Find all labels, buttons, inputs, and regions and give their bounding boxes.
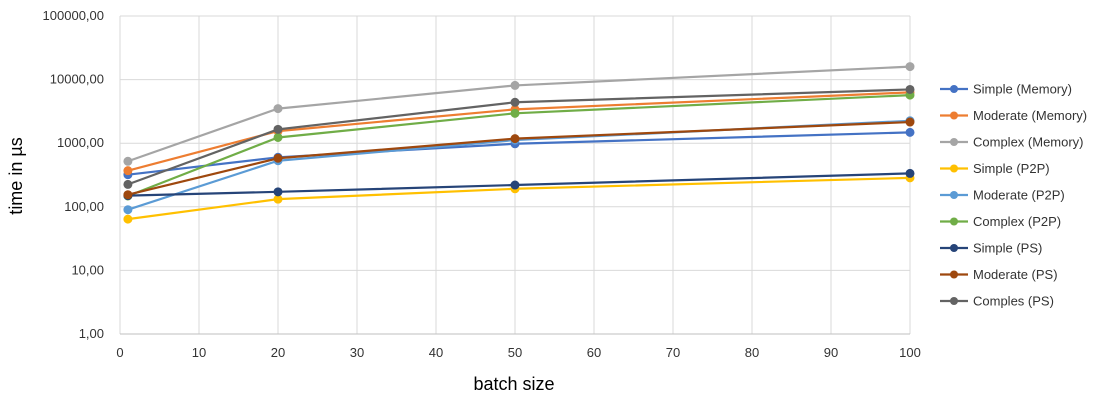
y-tick-label: 100,00 xyxy=(64,199,104,214)
data-point xyxy=(905,168,915,178)
series-line xyxy=(127,172,911,197)
data-point xyxy=(123,166,133,176)
x-tick-label: 50 xyxy=(508,345,522,360)
x-tick-label: 60 xyxy=(587,345,601,360)
legend-swatch-marker xyxy=(950,85,958,93)
legend-label: Simple (Memory) xyxy=(973,82,1072,97)
series-6 xyxy=(123,168,915,201)
y-axis-title: time in µs xyxy=(6,137,26,214)
grid xyxy=(119,15,911,335)
series-4 xyxy=(123,116,915,215)
data-point xyxy=(905,127,915,137)
legend: Simple (Memory) Moderate (Memory) Complex … xyxy=(940,82,1087,309)
data-point xyxy=(273,132,283,142)
legend-label: Moderate (Memory) xyxy=(973,108,1087,123)
data-point xyxy=(510,80,520,90)
data-point xyxy=(905,117,915,127)
series-layer xyxy=(123,62,915,224)
legend-item: Moderate (Memory) xyxy=(940,108,1087,123)
data-point xyxy=(510,97,520,107)
series-3 xyxy=(123,173,915,224)
data-point xyxy=(510,108,520,118)
x-tick-label: 100 xyxy=(899,345,921,360)
axes: 0 10 20 30 40 50 60 70 80 90 100 1,00 10,00 100,00 100… xyxy=(43,8,921,360)
data-point xyxy=(123,156,133,166)
y-tick-label: 10,00 xyxy=(71,262,104,277)
series-line xyxy=(127,176,911,221)
legend-item: Moderate (P2P) xyxy=(940,188,1065,203)
legend-label: Moderate (P2P) xyxy=(973,188,1065,203)
legend-item: Comples (PS) xyxy=(940,294,1054,309)
legend-item: Complex (P2P) xyxy=(940,214,1061,229)
y-tick-label: 10000,00 xyxy=(50,72,104,87)
legend-swatch-marker xyxy=(950,138,958,146)
x-tick-label: 30 xyxy=(350,345,364,360)
series-line xyxy=(127,94,911,197)
data-point xyxy=(273,104,283,114)
legend-swatch-marker xyxy=(950,244,958,252)
y-tick-label: 1000,00 xyxy=(57,135,104,150)
series-line xyxy=(127,120,911,196)
series-7 xyxy=(123,117,915,200)
series-line xyxy=(127,65,911,163)
legend-label: Simple (P2P) xyxy=(973,161,1050,176)
legend-item: Simple (P2P) xyxy=(940,161,1050,176)
data-point xyxy=(273,124,283,134)
data-point xyxy=(273,187,283,197)
legend-swatch-marker xyxy=(950,217,958,226)
legend-item: Simple (PS) xyxy=(940,241,1042,256)
x-tick-label: 20 xyxy=(271,345,285,360)
data-point xyxy=(273,153,283,163)
series-line xyxy=(127,91,911,172)
legend-label: Moderate (PS) xyxy=(973,267,1058,282)
data-point xyxy=(905,84,915,94)
y-tick-label: 1,00 xyxy=(79,326,104,341)
legend-item: Simple (Memory) xyxy=(940,82,1072,97)
x-tick-label: 0 xyxy=(116,345,123,360)
series-2 xyxy=(123,62,915,166)
legend-item: Complex (Memory) xyxy=(940,135,1084,150)
series-8 xyxy=(123,84,915,189)
y-tick-label: 100000,00 xyxy=(43,8,104,23)
data-point xyxy=(123,190,133,200)
data-point xyxy=(510,134,520,144)
legend-label: Comples (PS) xyxy=(973,294,1054,309)
data-point xyxy=(273,194,283,204)
x-axis-title: batch size xyxy=(473,374,554,394)
legend-swatch-marker xyxy=(950,164,958,173)
data-point xyxy=(123,179,133,189)
legend-swatch-marker xyxy=(950,111,958,120)
data-point xyxy=(510,180,520,190)
x-tick-label: 10 xyxy=(192,345,206,360)
series-0 xyxy=(123,127,915,180)
legend-swatch-marker xyxy=(950,270,958,279)
data-point xyxy=(123,205,133,215)
data-point xyxy=(123,214,133,224)
series-line xyxy=(127,88,911,186)
x-tick-label: 40 xyxy=(429,345,443,360)
legend-label: Complex (Memory) xyxy=(973,135,1084,150)
legend-label: Complex (P2P) xyxy=(973,214,1061,229)
legend-label: Simple (PS) xyxy=(973,241,1042,256)
data-point xyxy=(905,62,915,72)
legend-swatch-marker xyxy=(950,191,958,199)
legend-item: Moderate (PS) xyxy=(940,267,1058,282)
x-tick-label: 70 xyxy=(666,345,680,360)
x-tick-label: 90 xyxy=(824,345,838,360)
x-tick-label: 80 xyxy=(745,345,759,360)
legend-swatch-marker xyxy=(950,297,958,305)
